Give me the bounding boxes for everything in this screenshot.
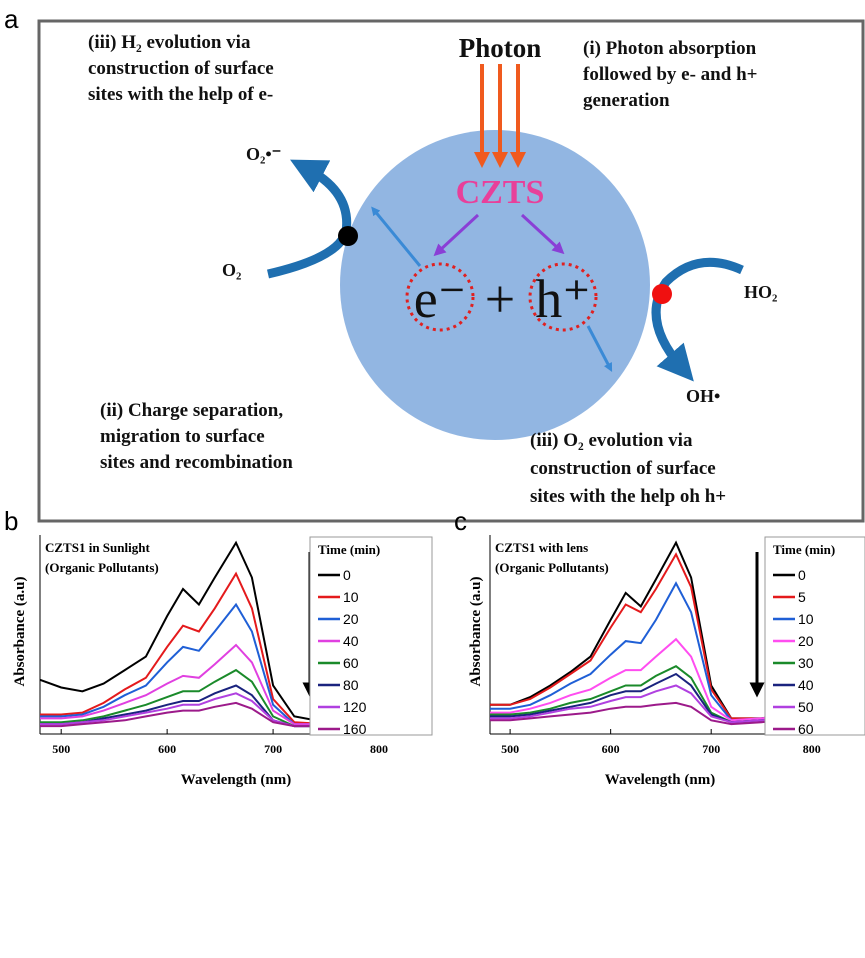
panel-label: a <box>4 4 19 34</box>
diagram-panel: a Photon CZTS e⁻ + h⁺ O₂•⁻ O₂ HO₂ OH• (i… <box>4 4 865 523</box>
reduction-site <box>338 226 358 246</box>
step-i: (i) Photon absorption followed by e- and… <box>583 38 757 111</box>
x-tick-label: 700 <box>264 742 282 756</box>
particle <box>340 130 650 440</box>
step-text: (iii) O₂ evolution via <box>530 430 693 451</box>
legend-label: 60 <box>343 655 359 671</box>
spectrum-line <box>490 684 863 724</box>
spectrum-line <box>490 637 863 722</box>
spectrum-line <box>39 540 433 724</box>
step-text: generation <box>583 90 670 111</box>
spectrum-line <box>40 701 433 728</box>
step-text: (iii) H₂ evolution via <box>88 32 251 53</box>
spectrum-line <box>40 571 433 726</box>
annotation: CZTS1 with lens <box>495 540 588 555</box>
legend-label: 40 <box>798 677 814 693</box>
panel-label: c <box>454 506 467 536</box>
species-label: O₂•⁻ <box>246 144 281 164</box>
legend-label: 40 <box>343 633 359 649</box>
legend-label: 50 <box>798 699 814 715</box>
spectrum-line <box>490 552 863 720</box>
legend-label: 160 <box>343 721 367 737</box>
legend-label: 20 <box>798 633 814 649</box>
legend-label: 5 <box>798 589 806 605</box>
x-axis-label: Wavelength (nm) <box>181 772 291 788</box>
legend-label: 10 <box>798 611 814 627</box>
electron-migration <box>371 206 422 267</box>
step-text: (ii) Charge separation, <box>100 400 283 421</box>
x-tick-label: 500 <box>501 742 519 756</box>
photon-label: Photon <box>459 33 542 63</box>
annotation: (Organic Pollutants) <box>45 560 159 575</box>
step-text: construction of surface <box>88 58 274 79</box>
step-text: migration to surface <box>100 426 265 447</box>
step-ii: (ii) Charge separation, migration to sur… <box>100 400 293 473</box>
x-tick-label: 600 <box>158 742 176 756</box>
species-label: OH• <box>686 386 720 406</box>
step-iii-h2: (iii) H₂ evolution via construction of s… <box>88 32 274 105</box>
legend-label: 10 <box>343 589 359 605</box>
panel-frame <box>37 19 865 523</box>
oxidation-arrow <box>651 257 744 382</box>
material-label: CZTS <box>456 174 545 211</box>
x-axis-label: Wavelength (nm) <box>605 772 715 788</box>
legend-label: 60 <box>798 721 814 737</box>
legend-label: 80 <box>343 677 359 693</box>
legend-box <box>764 536 865 736</box>
legend-title: Time (min) <box>773 542 835 557</box>
x-tick-label: 700 <box>702 742 720 756</box>
generation-arrows <box>433 213 565 257</box>
step-iii-o2: (iii) O₂ evolution via construction of s… <box>530 430 726 507</box>
x-tick-label: 500 <box>52 742 70 756</box>
step-text: sites with the help oh h+ <box>530 486 726 507</box>
species-label: HO₂ <box>744 282 777 302</box>
step-text: sites and recombination <box>100 452 293 473</box>
legend-title: Time (min) <box>318 542 380 557</box>
x-tick-label: 800 <box>370 742 388 756</box>
legend-label: 120 <box>343 699 367 715</box>
spectrum-line <box>40 643 433 726</box>
x-tick-label: 600 <box>602 742 620 756</box>
reduction-arrow <box>266 159 352 279</box>
oxidation-site <box>652 284 672 304</box>
step-text: followed by e- and h+ <box>583 64 757 85</box>
electron-circle <box>405 262 475 332</box>
photon-arrows <box>474 64 526 168</box>
legend-label: 0 <box>798 567 806 583</box>
hole-circle <box>528 262 598 332</box>
y-axis-label: Absorbance (a.u) <box>12 576 28 686</box>
annotation: (Organic Pollutants) <box>495 560 609 575</box>
step-text: (i) Photon absorption <box>583 38 757 59</box>
species-label: O₂ <box>222 260 241 280</box>
electron-label: e⁻ <box>414 269 466 329</box>
spectrum-line <box>490 701 863 726</box>
hole-migration <box>586 325 613 372</box>
plus-sign: + <box>485 269 515 329</box>
step-text: construction of surface <box>530 458 716 479</box>
legend-label: 30 <box>798 655 814 671</box>
step-text: sites with the help of e- <box>88 84 273 105</box>
x-tick-label: 800 <box>803 742 821 756</box>
annotation: CZTS1 in Sunlight <box>45 540 150 555</box>
legend-label: 20 <box>343 611 359 627</box>
hole-label: h⁺ <box>535 269 591 329</box>
legend-label: 0 <box>343 567 351 583</box>
y-axis-label: Absorbance (a.u) <box>468 576 484 686</box>
legend-box <box>309 536 433 736</box>
panel-label: b <box>4 506 18 536</box>
